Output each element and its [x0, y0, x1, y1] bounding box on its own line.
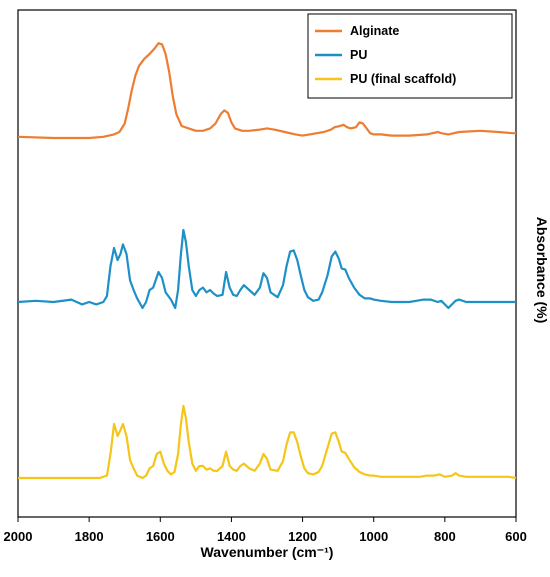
x-tick-label: 600: [505, 529, 527, 544]
x-axis-title: Wavenumber (cm⁻¹): [201, 544, 334, 560]
x-tick-label: 1200: [288, 529, 317, 544]
series-line-alginate: [17, 42, 516, 140]
x-tick-label: 1800: [75, 529, 104, 544]
x-axis-ticks: 2000 1800 1600 1400 1200 1000 800 600: [4, 517, 527, 544]
y-axis-title: Absorbance (%): [534, 217, 550, 324]
series-line-pu-final-scaffold: [18, 404, 517, 480]
legend: Alginate PU PU (final scaffold): [307, 13, 513, 99]
x-tick-label: 2000: [4, 529, 33, 544]
series-lines: [17, 42, 517, 480]
plot-area-frame: [17, 9, 517, 518]
legend-label: PU: [350, 48, 367, 62]
x-tick-label: 800: [434, 529, 456, 544]
series-line-pu: [17, 228, 516, 310]
x-tick-label: 1000: [359, 529, 388, 544]
legend-label: Alginate: [350, 24, 399, 38]
x-tick-label: 1600: [146, 529, 175, 544]
x-tick-label: 1400: [217, 529, 246, 544]
legend-label: PU (final scaffold): [350, 72, 456, 86]
